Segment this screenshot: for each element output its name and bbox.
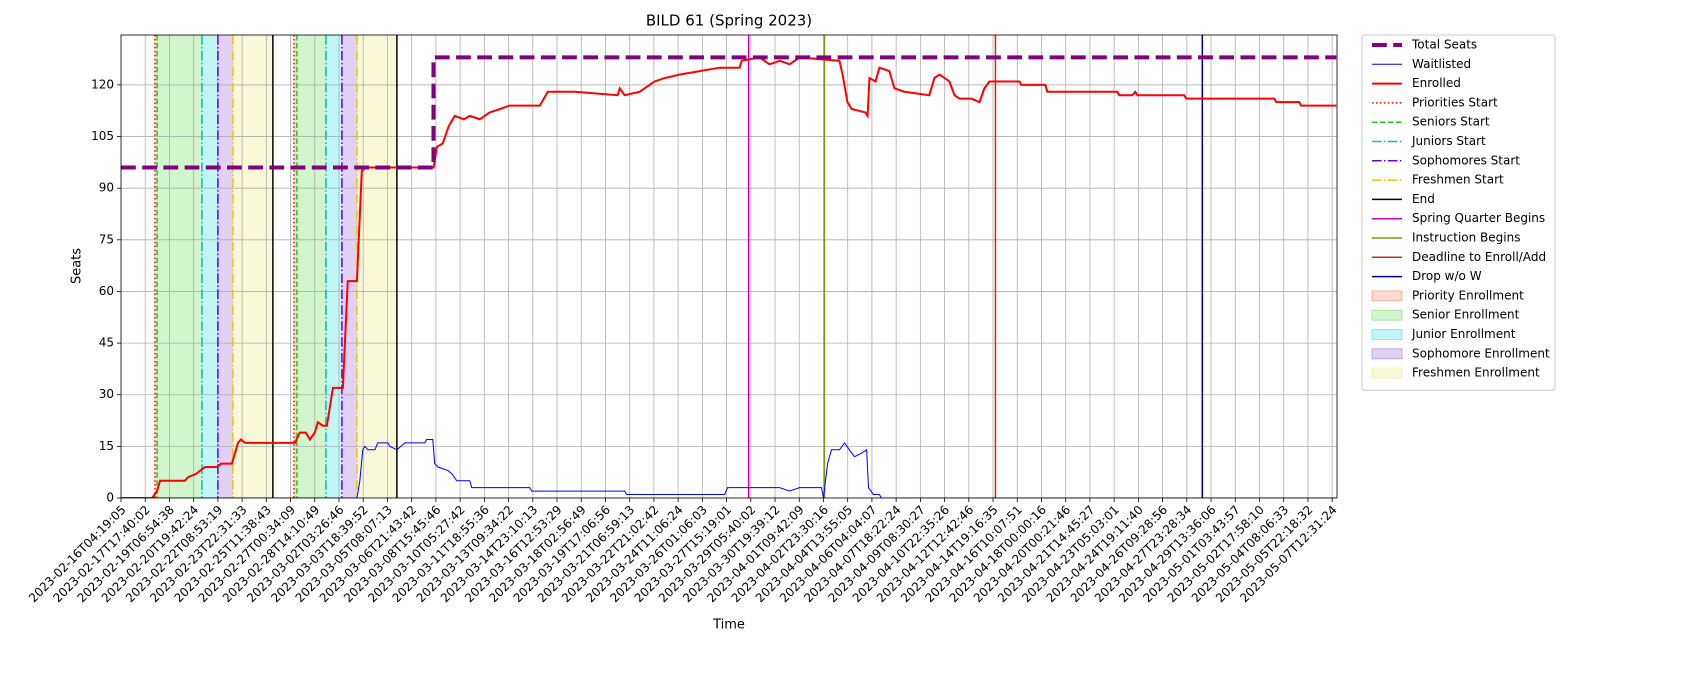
series-line: [121, 56, 1337, 498]
y-tick-label: 0: [106, 491, 114, 505]
legend-swatch: [1371, 309, 1403, 321]
legend-box: [1361, 34, 1556, 391]
y-tick-label: 30: [99, 387, 114, 401]
legend-label: Juniors Start: [1411, 134, 1486, 148]
y-tick-label: 15: [99, 439, 114, 453]
legend-label: Total Seats: [1411, 38, 1477, 52]
legend-label: Waitlisted: [1412, 57, 1471, 71]
y-axis-label: Seats: [70, 248, 85, 284]
legend-label: Priorities Start: [1412, 95, 1498, 109]
enrollment-span: [154, 35, 158, 498]
y-tick-label: 45: [99, 336, 114, 350]
legend-label: Instruction Begins: [1412, 231, 1520, 245]
series-line: [121, 55, 1337, 170]
y-tick-label: 105: [91, 129, 114, 143]
legend-label: Sophomores Start: [1412, 153, 1520, 167]
legend-label: End: [1412, 192, 1435, 206]
series-line: [121, 438, 1337, 498]
enrollment-span: [296, 35, 326, 498]
legend-label: Junior Enrollment: [1411, 327, 1516, 341]
legend-label: Senior Enrollment: [1412, 308, 1520, 322]
legend-label: Drop w/o W: [1412, 269, 1482, 283]
legend-swatch: [1371, 329, 1403, 340]
legend-label: Enrolled: [1412, 76, 1461, 90]
enrollment-span: [341, 35, 357, 498]
legend-label: Spring Quarter Begins: [1412, 211, 1545, 225]
legend-swatch: [1371, 290, 1403, 302]
legend-swatch: [1371, 367, 1403, 379]
y-tick-label: 60: [99, 284, 114, 298]
y-tick-label: 75: [99, 232, 114, 246]
legend-label: Sophomore Enrollment: [1412, 346, 1550, 360]
legend-label: Priority Enrollment: [1412, 288, 1524, 302]
enrollment-span: [325, 35, 342, 498]
enrollment-span: [217, 35, 233, 498]
plot-area: [121, 35, 1337, 498]
enrollment-span: [157, 35, 202, 498]
x-axis-label: Time: [712, 618, 745, 633]
enrollment-span: [201, 35, 218, 498]
legend-label: Deadline to Enroll/Add: [1412, 250, 1546, 264]
y-tick-label: 120: [91, 77, 114, 91]
legend-label: Freshmen Enrollment: [1412, 366, 1540, 380]
enrollment-span: [293, 35, 297, 498]
legend-label: Freshmen Start: [1412, 173, 1504, 187]
enrollment-span: [232, 35, 273, 498]
chart-title: BILD 61 (Spring 2023): [646, 12, 812, 30]
legend-label: Seniors Start: [1412, 115, 1490, 129]
y-tick-label: 90: [99, 181, 114, 195]
legend-swatch: [1371, 348, 1403, 360]
plot-frame: [120, 34, 1338, 499]
